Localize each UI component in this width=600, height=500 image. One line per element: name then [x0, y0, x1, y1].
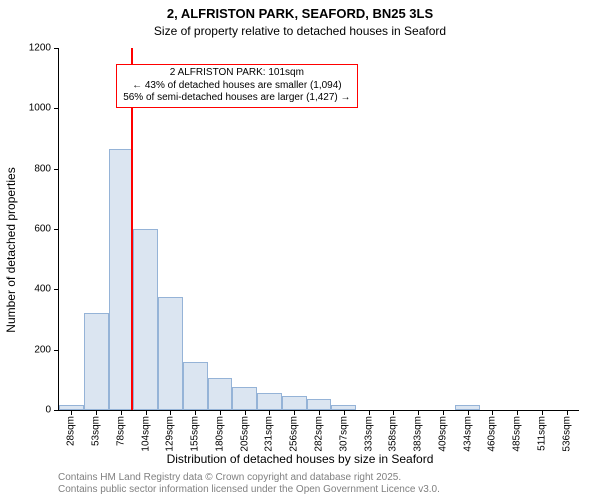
y-axis-label: Number of detached properties [4, 0, 18, 500]
x-tick [220, 410, 221, 415]
x-tick-label: 333sqm [363, 416, 374, 452]
x-tick [294, 410, 295, 415]
x-tick [468, 410, 469, 415]
x-tick [567, 410, 568, 415]
x-tick [146, 410, 147, 415]
x-tick-label: 383sqm [413, 416, 424, 452]
histogram-bar [208, 378, 233, 410]
y-tick [54, 410, 59, 411]
x-tick [319, 410, 320, 415]
y-tick [54, 229, 59, 230]
histogram-bar [282, 396, 307, 410]
x-tick [245, 410, 246, 415]
x-tick [96, 410, 97, 415]
x-tick-label: 78sqm [115, 416, 126, 446]
chart-root: 2, ALFRISTON PARK, SEAFORD, BN25 3LS Siz… [0, 0, 600, 500]
x-tick-label: 155sqm [190, 416, 201, 452]
annotation-box: 2 ALFRISTON PARK: 101sqm← 43% of detache… [116, 64, 357, 108]
x-tick-label: 409sqm [437, 416, 448, 452]
y-tick [54, 169, 59, 170]
annotation-line-2: ← 43% of detached houses are smaller (1,… [123, 80, 350, 93]
histogram-bar [307, 399, 332, 410]
x-tick [71, 410, 72, 415]
x-tick [344, 410, 345, 415]
x-tick [170, 410, 171, 415]
histogram-bar [257, 393, 282, 410]
x-tick-label: 180sqm [214, 416, 225, 452]
credits-line-2: Contains public sector information licen… [58, 484, 440, 496]
x-tick-label: 205sqm [239, 416, 250, 452]
y-tick-label: 800 [34, 163, 51, 174]
x-tick [369, 410, 370, 415]
y-tick-label: 200 [34, 344, 51, 355]
x-tick-label: 536sqm [561, 416, 572, 452]
histogram-bar [133, 229, 158, 410]
x-tick [542, 410, 543, 415]
histogram-bar [183, 362, 208, 410]
y-tick-label: 600 [34, 224, 51, 235]
histogram-bar [84, 313, 109, 410]
x-tick [121, 410, 122, 415]
credits-line-1: Contains HM Land Registry data © Crown c… [58, 472, 440, 484]
x-tick-label: 434sqm [462, 416, 473, 452]
y-tick-label: 0 [45, 405, 51, 416]
x-tick [269, 410, 270, 415]
annotation-line-3: 56% of semi-detached houses are larger (… [123, 92, 350, 105]
x-tick [195, 410, 196, 415]
x-tick-label: 460sqm [487, 416, 498, 452]
plot-area: 02004006008001000120028sqm53sqm78sqm104s… [58, 48, 579, 411]
x-tick-label: 28sqm [66, 416, 77, 446]
y-tick-label: 1200 [29, 43, 51, 54]
x-tick-label: 282sqm [314, 416, 325, 452]
x-tick-label: 53sqm [91, 416, 102, 446]
y-tick [54, 108, 59, 109]
x-tick [492, 410, 493, 415]
histogram-bar [158, 297, 183, 410]
x-tick-label: 129sqm [165, 416, 176, 452]
x-tick [517, 410, 518, 415]
x-tick-label: 104sqm [140, 416, 151, 452]
annotation-line-1: 2 ALFRISTON PARK: 101sqm [123, 67, 350, 80]
histogram-bar [109, 149, 134, 410]
chart-subtitle: Size of property relative to detached ho… [0, 24, 600, 38]
y-tick [54, 289, 59, 290]
x-tick [393, 410, 394, 415]
x-tick-label: 256sqm [289, 416, 300, 452]
y-tick-label: 1000 [29, 103, 51, 114]
histogram-bar [232, 387, 257, 410]
x-tick-label: 307sqm [338, 416, 349, 452]
x-tick-label: 231sqm [264, 416, 275, 452]
y-tick [54, 350, 59, 351]
x-axis-label: Distribution of detached houses by size … [0, 452, 600, 466]
x-tick-label: 511sqm [536, 416, 547, 451]
credits-block: Contains HM Land Registry data © Crown c… [58, 472, 440, 496]
y-tick [54, 48, 59, 49]
x-tick-label: 358sqm [388, 416, 399, 452]
y-tick-label: 400 [34, 284, 51, 295]
chart-title: 2, ALFRISTON PARK, SEAFORD, BN25 3LS [0, 6, 600, 21]
x-tick [418, 410, 419, 415]
x-tick-label: 485sqm [512, 416, 523, 452]
x-tick [443, 410, 444, 415]
